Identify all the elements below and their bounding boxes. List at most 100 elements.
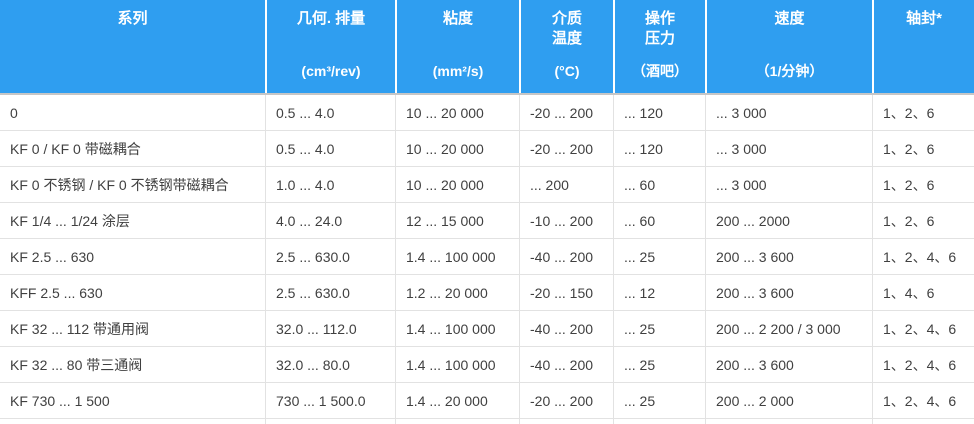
cell-operating-pressure: ... 120: [613, 131, 705, 166]
column-title: 速度: [774, 10, 805, 27]
cell-speed: ... 3 000: [705, 95, 872, 130]
cell-operating-pressure: ... 12: [613, 275, 705, 310]
cell-operating-pressure: ... 60: [613, 203, 705, 238]
cell-shaft-seal: [872, 419, 974, 424]
table-row: KF 32 ... 80 带三通阀 32.0 ... 80.0 1.4 ... …: [0, 347, 974, 383]
cell-speed: ... 3 000: [705, 131, 872, 166]
cell-operating-pressure: ... 60: [613, 167, 705, 202]
column-header-shaft-seal: 轴封*: [872, 0, 974, 93]
cell-media-temperature: ... 200: [519, 167, 613, 202]
cell-shaft-seal: 1、2、4、6: [872, 347, 974, 382]
cell-series: KFF 2.5 ... 630: [10, 284, 103, 301]
cell-viscosity: 10 ... 20 000: [395, 95, 519, 130]
column-header-speed: 速度 （1/分钟）: [705, 0, 872, 93]
column-title: 操作 压力: [644, 10, 675, 48]
cell-shaft-seal: 1、4、6: [872, 275, 974, 310]
cell-displacement: 32.0 ... 112.0: [265, 311, 395, 346]
column-title: 介质 温度: [551, 10, 582, 48]
cell-series: KF 1/4 ... 1/24 涂层: [10, 212, 130, 229]
column-title: 系列: [117, 10, 148, 27]
column-unit: (mm²/s): [432, 63, 484, 79]
cell-viscosity: 1.4 ... 100 000: [395, 311, 519, 346]
cell-media-temperature: -40 ... 200: [519, 239, 613, 274]
column-unit: （1/分钟）: [755, 63, 824, 79]
cell-series: KF 0 / KF 0 带磁耦合: [10, 140, 141, 157]
cell-speed: 200 ... 3 600: [705, 347, 872, 382]
cell-media-temperature: -10 ... 200: [519, 203, 613, 238]
cell-operating-pressure: ... 25: [613, 347, 705, 382]
cell-viscosity: 1.2 ... 20 000: [395, 275, 519, 310]
cell-shaft-seal: 1、2、6: [872, 167, 974, 202]
column-title: 粘度: [442, 10, 473, 27]
cell-media-temperature: -20 ... 150: [519, 275, 613, 310]
cell-shaft-seal: 1、2、6: [872, 131, 974, 166]
cell-series: [0, 419, 265, 424]
cell-displacement: 4.0 ... 24.0: [265, 203, 395, 238]
column-header-media-temperature: 介质 温度 (°C): [519, 0, 613, 93]
cell-speed: 200 ... 2 200 / 3 000: [705, 311, 872, 346]
cell-media-temperature: -20 ... 200: [519, 95, 613, 130]
column-header-series: 系列: [0, 0, 265, 93]
cell-speed: 200 ... 3 600: [705, 275, 872, 310]
cell-displacement: [265, 419, 395, 424]
cell-shaft-seal: 1、2、6: [872, 203, 974, 238]
cell-viscosity: [395, 419, 519, 424]
cell-displacement: 32.0 ... 80.0: [265, 347, 395, 382]
cell-media-temperature: -40 ... 200: [519, 347, 613, 382]
table-row-clipped: [0, 419, 974, 424]
cell-series: KF 2.5 ... 630: [10, 248, 95, 265]
cell-media-temperature: -20 ... 200: [519, 383, 613, 418]
table-header-row: 系列 几何. 排量 (cm³/rev) 粘度 (mm²/s) 介质 温度 (°C…: [0, 0, 974, 95]
column-header-displacement: 几何. 排量 (cm³/rev): [265, 0, 395, 93]
cell-displacement: 0.5 ... 4.0: [265, 95, 395, 130]
cell-viscosity: 10 ... 20 000: [395, 167, 519, 202]
cell-displacement: 2.5 ... 630.0: [265, 275, 395, 310]
column-unit: (°C): [554, 63, 580, 79]
cell-displacement: 0.5 ... 4.0: [265, 131, 395, 166]
cell-viscosity: 1.4 ... 20 000: [395, 383, 519, 418]
table-row: KF 0 / KF 0 带磁耦合 0.5 ... 4.0 10 ... 20 0…: [0, 131, 974, 167]
cell-shaft-seal: 1、2、4、6: [872, 239, 974, 274]
table-row: KF 0 不锈钢 / KF 0 不锈钢带磁耦合 1.0 ... 4.0 10 .…: [0, 167, 974, 203]
cell-shaft-seal: 1、2、6: [872, 95, 974, 130]
cell-operating-pressure: ... 120: [613, 95, 705, 130]
table-row: KF 1/4 ... 1/24 涂层 4.0 ... 24.0 12 ... 1…: [0, 203, 974, 239]
column-header-viscosity: 粘度 (mm²/s): [395, 0, 519, 93]
cell-operating-pressure: ... 25: [613, 383, 705, 418]
cell-media-temperature: [519, 419, 613, 424]
column-unit: (cm³/rev): [301, 63, 361, 79]
cell-speed: 200 ... 2000: [705, 203, 872, 238]
cell-operating-pressure: [613, 419, 705, 424]
cell-media-temperature: -40 ... 200: [519, 311, 613, 346]
cell-shaft-seal: 1、2、4、6: [872, 311, 974, 346]
column-title: 几何. 排量: [296, 10, 366, 27]
cell-series: 0: [10, 104, 18, 121]
cell-operating-pressure: ... 25: [613, 239, 705, 274]
cell-speed: ... 3 000: [705, 167, 872, 202]
table-row: KF 730 ... 1 500 730 ... 1 500.0 1.4 ...…: [0, 383, 974, 419]
cell-speed: 200 ... 3 600: [705, 239, 872, 274]
cell-series: KF 0 不锈钢 / KF 0 不锈钢带磁耦合: [10, 176, 229, 193]
cell-shaft-seal: 1、2、4、6: [872, 383, 974, 418]
table-row: 0 0.5 ... 4.0 10 ... 20 000 -20 ... 200 …: [0, 95, 974, 131]
cell-series: KF 32 ... 80 带三通阀: [10, 356, 143, 373]
cell-series: KF 730 ... 1 500: [10, 392, 110, 409]
column-title: 轴封*: [906, 10, 942, 27]
cell-series: KF 32 ... 112 带通用阀: [10, 320, 150, 337]
cell-displacement: 2.5 ... 630.0: [265, 239, 395, 274]
cell-viscosity: 1.4 ... 100 000: [395, 239, 519, 274]
column-unit: （酒吧）: [632, 63, 688, 79]
table-body: 0 0.5 ... 4.0 10 ... 20 000 -20 ... 200 …: [0, 95, 974, 419]
column-header-operating-pressure: 操作 压力 （酒吧）: [613, 0, 705, 93]
table-row: KF 32 ... 112 带通用阀 32.0 ... 112.0 1.4 ..…: [0, 311, 974, 347]
table-row: KF 2.5 ... 630 2.5 ... 630.0 1.4 ... 100…: [0, 239, 974, 275]
cell-media-temperature: -20 ... 200: [519, 131, 613, 166]
cell-viscosity: 12 ... 15 000: [395, 203, 519, 238]
cell-viscosity: 10 ... 20 000: [395, 131, 519, 166]
cell-speed: 200 ... 2 000: [705, 383, 872, 418]
cell-viscosity: 1.4 ... 100 000: [395, 347, 519, 382]
cell-displacement: 1.0 ... 4.0: [265, 167, 395, 202]
cell-displacement: 730 ... 1 500.0: [265, 383, 395, 418]
cell-operating-pressure: ... 25: [613, 311, 705, 346]
